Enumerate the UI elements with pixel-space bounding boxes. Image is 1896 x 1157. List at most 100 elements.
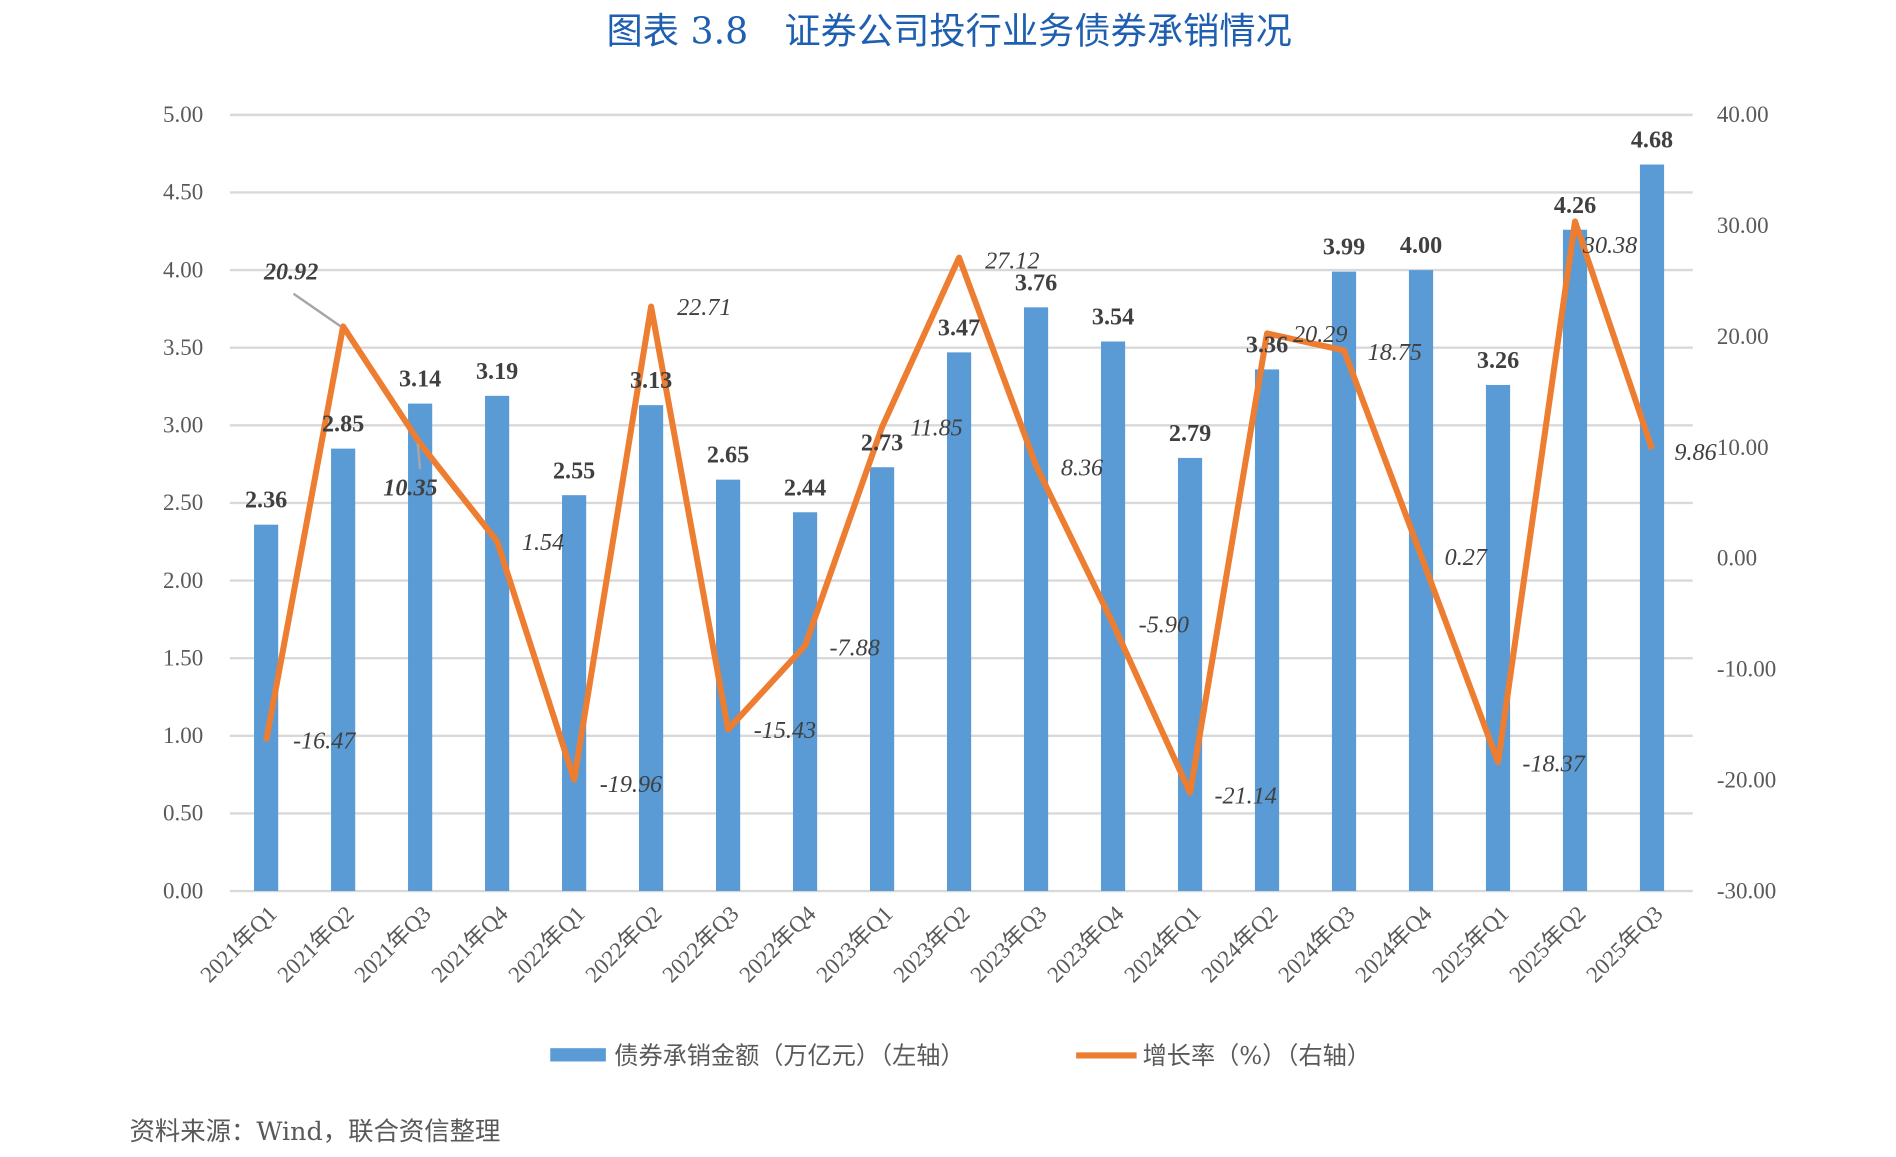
category-label: 2021年Q4 xyxy=(426,901,513,988)
bar xyxy=(869,467,895,892)
left-tick-label: 3.50 xyxy=(163,335,203,360)
growth-value-label: -5.90 xyxy=(1139,611,1189,638)
legend-label-line: 增长率（%）（右轴） xyxy=(1143,1042,1371,1070)
growth-value-label: 0.27 xyxy=(1445,544,1488,571)
source-note: 资料来源：Wind，联合资信整理 xyxy=(130,1116,501,1146)
category-label: 2025年Q2 xyxy=(1504,901,1590,987)
category-label: 2021年Q1 xyxy=(196,901,282,987)
category-label: 2025年Q1 xyxy=(1427,901,1513,987)
category-label: 2024年Q2 xyxy=(1196,901,1282,987)
bar xyxy=(1254,369,1280,892)
category-label: 2023年Q3 xyxy=(965,901,1051,987)
bar xyxy=(1100,341,1126,892)
bar-value-label: 3.19 xyxy=(476,358,518,385)
bar-value-label: 2.65 xyxy=(707,442,749,469)
growth-value-label: -21.14 xyxy=(1214,783,1276,810)
bar xyxy=(1562,229,1588,892)
growth-line xyxy=(263,218,1655,796)
right-tick-label: -10.00 xyxy=(1717,657,1776,682)
legend: 债券承销金额（万亿元）（左轴） 增长率（%）（右轴） xyxy=(550,1042,1371,1070)
left-tick-label: 0.50 xyxy=(163,801,203,826)
leader-line xyxy=(416,443,422,470)
bar xyxy=(562,495,587,892)
bar-value-label: 3.54 xyxy=(1092,304,1134,331)
category-label: 2022年Q1 xyxy=(503,901,589,987)
bar xyxy=(331,448,356,892)
bar xyxy=(485,395,510,892)
bar-value-label: 3.99 xyxy=(1323,234,1365,261)
right-tick-label: 20.00 xyxy=(1717,324,1769,349)
left-tick-label: 3.00 xyxy=(163,413,203,438)
bar xyxy=(1639,164,1665,892)
left-tick-label: 2.00 xyxy=(163,568,203,593)
bar-value-label: 2.44 xyxy=(784,474,826,501)
growth-value-label: 1.54 xyxy=(522,529,564,556)
category-label: 2025年Q3 xyxy=(1581,901,1667,987)
growth-value-label: -15.43 xyxy=(754,717,816,744)
growth-value-label: 20.92 xyxy=(263,258,318,285)
right-tick-label: 40.00 xyxy=(1717,102,1769,127)
growth-value-label: 27.12 xyxy=(985,248,1039,275)
bar xyxy=(1485,384,1511,892)
growth-value-label: -7.88 xyxy=(829,634,879,661)
left-tick-label: 1.00 xyxy=(163,723,203,748)
category-label: 2022年Q2 xyxy=(580,901,666,987)
bar xyxy=(792,512,818,892)
category-label: 2024年Q1 xyxy=(1119,901,1205,987)
bar-value-label: 2.79 xyxy=(1169,420,1211,447)
bar-value-label: 3.36 xyxy=(1246,332,1288,359)
category-label: 2023年Q2 xyxy=(888,901,974,987)
left-tick-label: 4.00 xyxy=(163,257,203,282)
category-label: 2022年Q3 xyxy=(657,901,743,987)
growth-value-label: -19.96 xyxy=(600,771,662,798)
growth-value-label: 11.85 xyxy=(910,414,963,441)
growth-value-label: 20.29 xyxy=(1293,321,1347,348)
category-label: 2023年Q1 xyxy=(811,901,897,987)
bar-value-label: 3.26 xyxy=(1477,347,1519,374)
growth-value-label: 30.38 xyxy=(1582,232,1637,259)
left-tick-label: 1.50 xyxy=(163,645,203,670)
legend-label-bar: 债券承销金额（万亿元）（左轴） xyxy=(614,1042,964,1070)
category-label: 2024年Q4 xyxy=(1350,901,1437,988)
bar-value-label: 3.14 xyxy=(399,366,441,393)
bar-value-label: 3.47 xyxy=(938,314,980,341)
right-tick-label: 30.00 xyxy=(1717,213,1769,238)
bar-value-label: 2.36 xyxy=(245,487,287,514)
left-tick-label: 5.00 xyxy=(163,102,203,127)
right-tick-label: -30.00 xyxy=(1717,878,1776,903)
right-tick-label: -20.00 xyxy=(1717,767,1776,792)
growth-value-label: -18.37 xyxy=(1522,751,1585,778)
leader-line xyxy=(292,292,342,328)
left-tick-label: 4.50 xyxy=(163,180,203,205)
growth-value-label: -16.47 xyxy=(293,727,356,754)
bar-value-label: 2.85 xyxy=(322,411,364,438)
category-label: 2021年Q2 xyxy=(272,901,358,987)
growth-value-label: 8.36 xyxy=(1061,454,1103,481)
bar-value-label: 4.68 xyxy=(1631,127,1673,154)
bar-value-label: 2.73 xyxy=(861,429,903,456)
bar xyxy=(639,405,664,892)
category-label: 2022年Q4 xyxy=(734,901,821,988)
left-tick-label: 0.00 xyxy=(163,878,203,903)
bar xyxy=(408,403,433,892)
bar-value-label: 3.13 xyxy=(630,367,672,394)
bar xyxy=(1177,457,1203,892)
chart-title: 图表 3.8 证券公司投行业务债券承销情况 xyxy=(606,10,1291,53)
category-label: 2021年Q3 xyxy=(349,901,435,987)
bar-value-label: 4.00 xyxy=(1400,232,1442,259)
legend-swatch-bar xyxy=(550,1048,606,1062)
growth-value-label: 22.71 xyxy=(677,294,731,321)
left-tick-label: 2.50 xyxy=(163,490,203,515)
bar xyxy=(1023,307,1049,892)
bar xyxy=(946,352,972,892)
growth-value-label: 10.35 xyxy=(383,475,437,502)
right-tick-label: 0.00 xyxy=(1717,546,1757,571)
growth-value-label: 9.86 xyxy=(1674,439,1716,466)
growth-value-label: 18.75 xyxy=(1368,339,1422,366)
bar-value-label: 3.76 xyxy=(1015,269,1057,296)
bar-value-label: 4.26 xyxy=(1554,192,1596,219)
bar-value-label: 2.55 xyxy=(553,457,595,484)
category-label: 2024年Q3 xyxy=(1273,901,1359,987)
right-tick-label: 10.00 xyxy=(1717,435,1769,460)
